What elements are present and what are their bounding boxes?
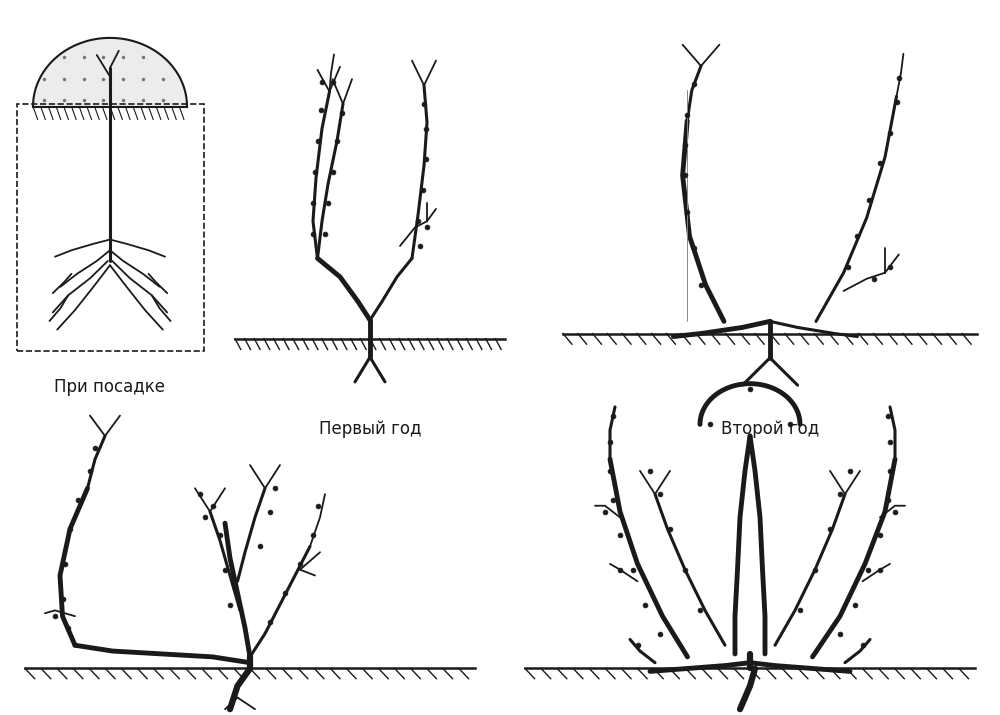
Bar xyxy=(16,104,204,351)
Text: При посадке: При посадке xyxy=(54,378,166,396)
Text: Второй год: Второй год xyxy=(721,420,819,438)
Text: Первый год: Первый год xyxy=(319,420,421,438)
